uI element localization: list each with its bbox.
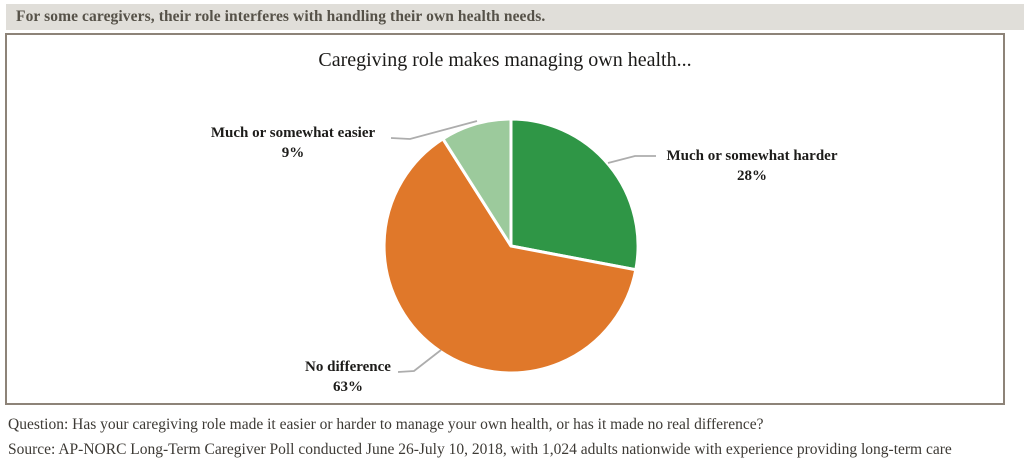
label-leader-line bbox=[607, 155, 656, 164]
pie-chart bbox=[382, 117, 656, 375]
slice-label-easier: Much or somewhat easier 9% bbox=[178, 123, 408, 163]
slice-label-harder: Much or somewhat harder 28% bbox=[637, 146, 867, 186]
chart-footnotes: Question: Has your caregiving role made … bbox=[8, 412, 952, 462]
chart-panel: Caregiving role makes managing own healt… bbox=[5, 33, 1005, 405]
slice-value-text: 28% bbox=[737, 168, 767, 184]
slice-label-text: No difference bbox=[305, 359, 391, 375]
pie-slice bbox=[441, 117, 513, 248]
headline-bar: For some caregivers, their role interfer… bbox=[6, 4, 1024, 30]
slice-label-text: Much or somewhat harder bbox=[666, 148, 838, 164]
label-leader-line bbox=[397, 349, 442, 373]
source-note: Source: AP-NORC Long-Term Caregiver Poll… bbox=[8, 441, 952, 458]
pie-slice bbox=[509, 117, 640, 272]
slice-label-text: Much or somewhat easier bbox=[210, 125, 376, 141]
chart-title: Caregiving role makes managing own healt… bbox=[318, 49, 692, 71]
slice-value-text: 63% bbox=[333, 379, 363, 395]
headline-text: For some caregivers, their role interfer… bbox=[16, 8, 546, 25]
question-note: Question: Has your caregiving role made … bbox=[8, 416, 764, 433]
slice-value-text: 9% bbox=[281, 145, 305, 161]
slice-label-no-difference: No difference 63% bbox=[233, 357, 463, 397]
label-leader-line bbox=[390, 120, 478, 140]
